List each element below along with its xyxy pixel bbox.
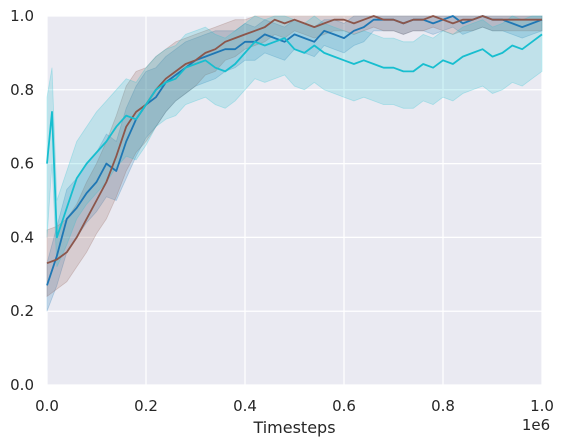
x-tick-label: 0.0	[35, 397, 59, 415]
y-tick-label: 0.2	[10, 302, 34, 320]
x-tick-label: 0.8	[431, 397, 455, 415]
series-1-line	[46, 15, 542, 265]
plot-background	[47, 16, 542, 385]
y-tick-labels: 0.0 0.2 0.4 0.6 0.8 1.0	[10, 7, 34, 394]
series-1-band	[46, 15, 543, 298]
x-tick-label: 0.2	[134, 397, 158, 415]
x-tick-label: 0.4	[233, 397, 257, 415]
series-2-line	[46, 33, 543, 239]
series-lines	[46, 15, 543, 286]
y-tick-label: 1.0	[10, 7, 34, 25]
x-axis-offset-label: 1e6	[522, 416, 550, 434]
x-tick-label: 1.0	[530, 397, 554, 415]
y-tick-label: 0.8	[10, 81, 34, 99]
y-tick-label: 0.0	[10, 376, 34, 394]
y-tick-label: 0.4	[10, 228, 34, 246]
x-axis-label: Timesteps	[252, 418, 335, 437]
x-tick-labels: 0.0 0.2 0.4 0.6 0.8 1.0	[35, 397, 554, 415]
series-0-band	[46, 15, 543, 312]
grid-lines	[46, 15, 543, 386]
y-tick-label: 0.6	[10, 155, 34, 173]
x-tick-label: 0.6	[332, 397, 356, 415]
